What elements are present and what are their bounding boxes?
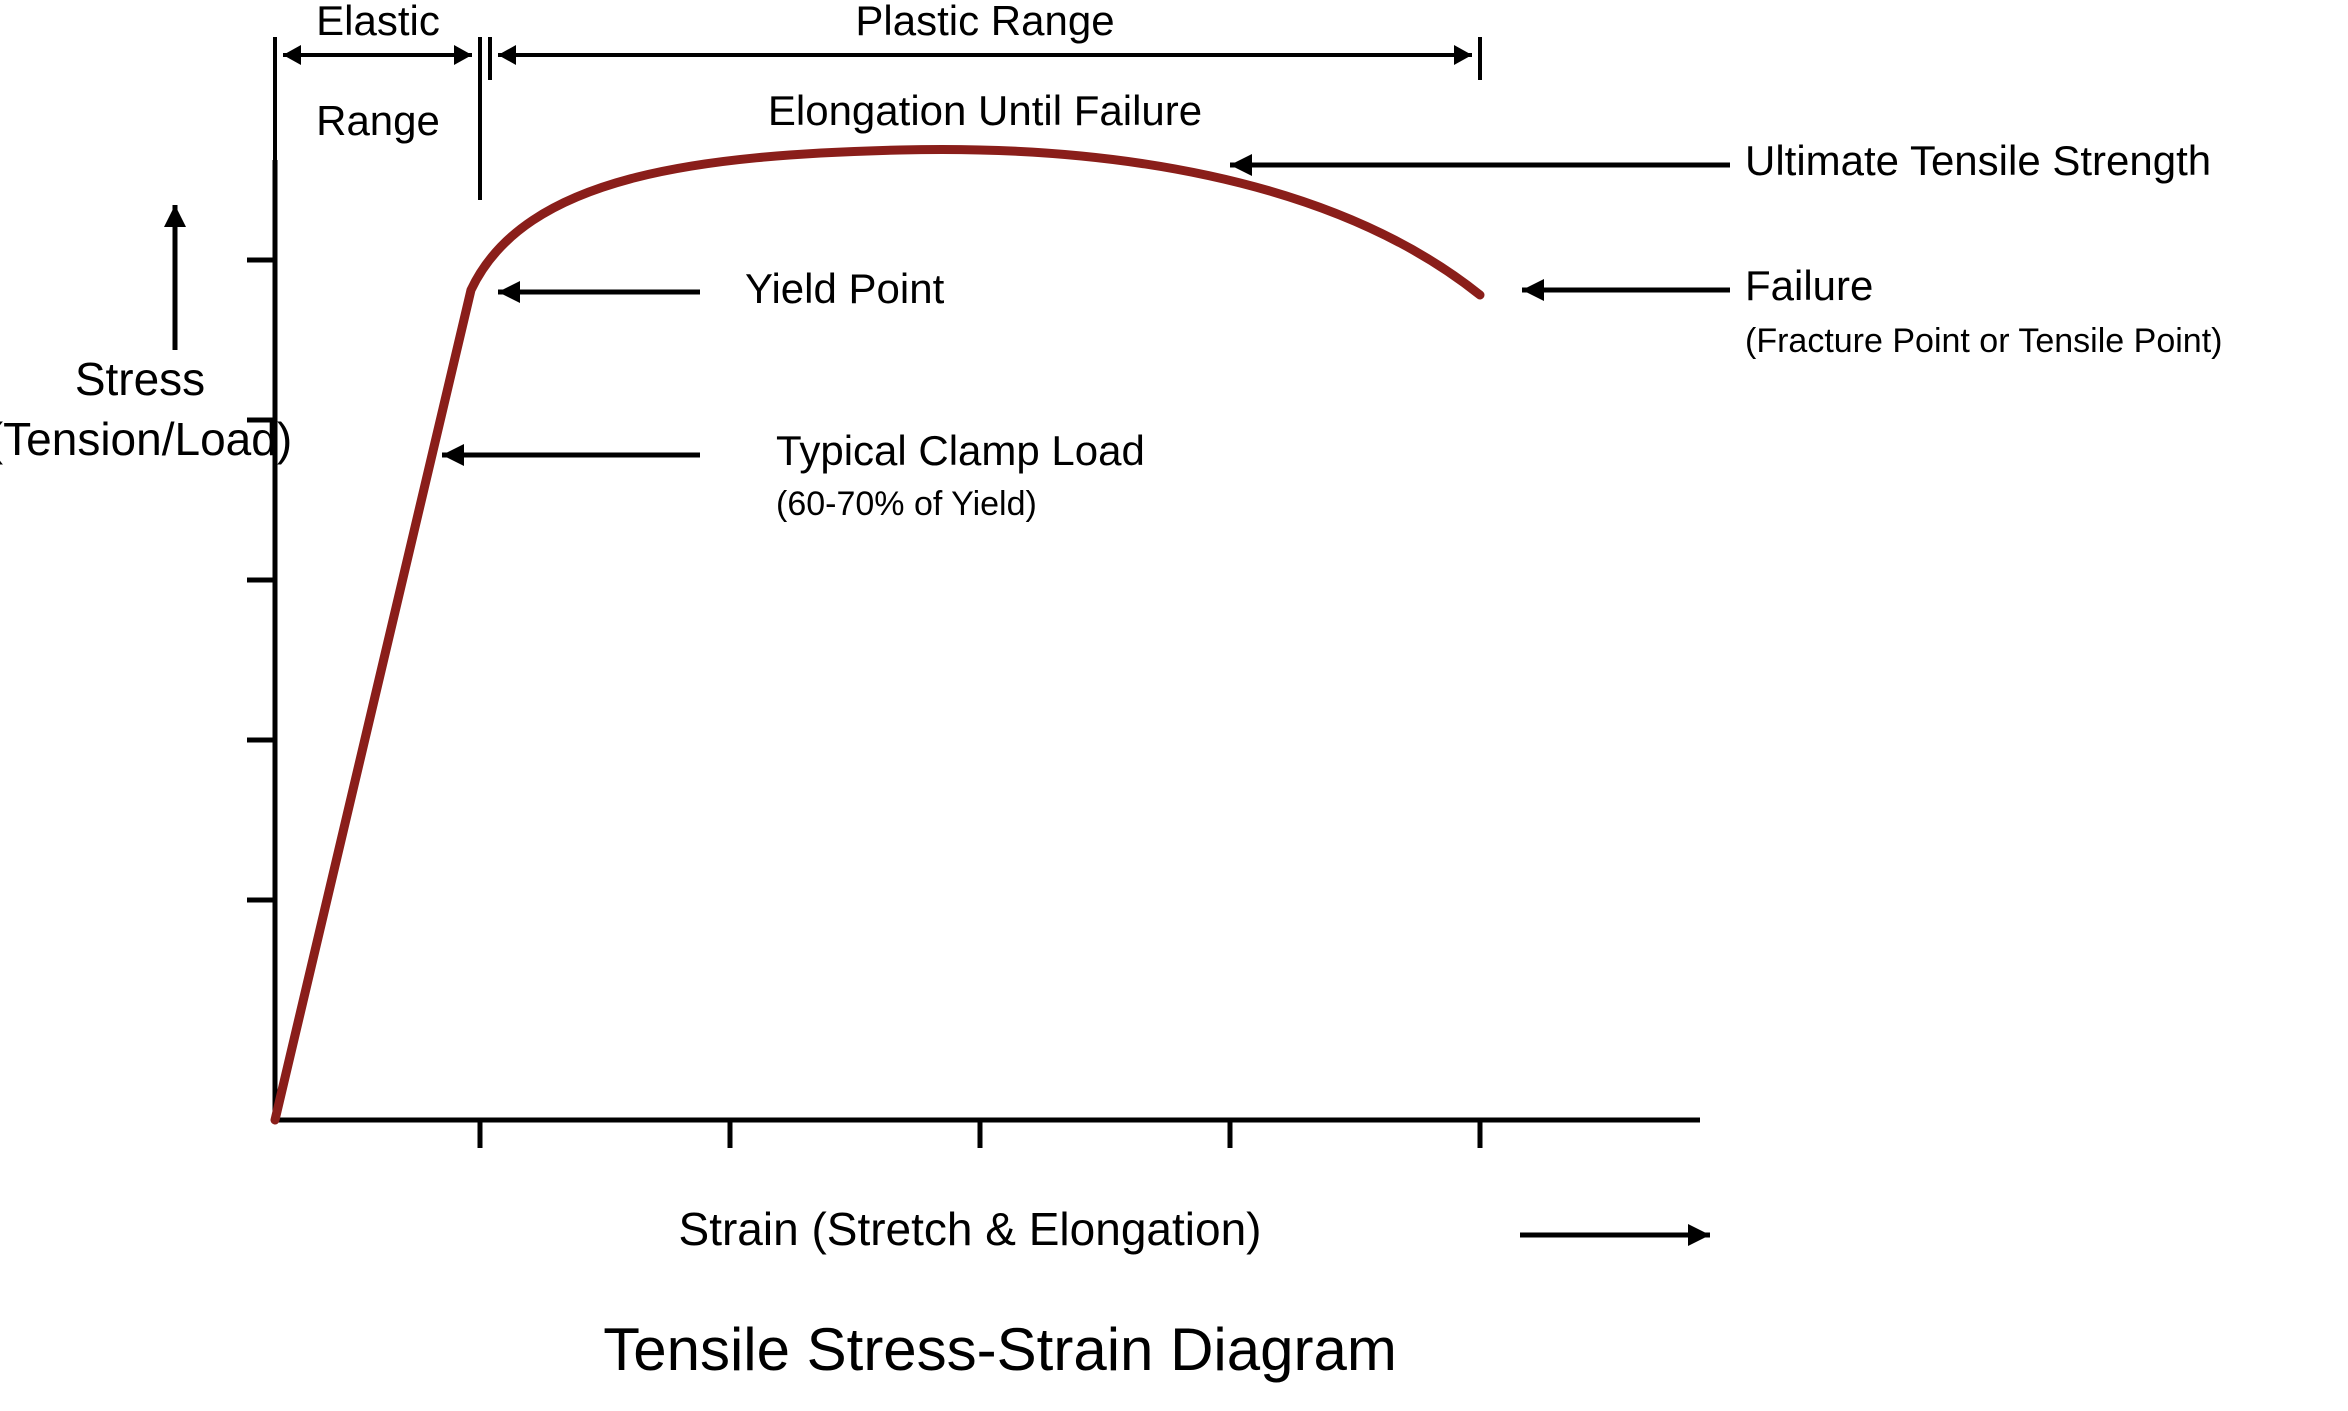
elongation-label: Elongation Until Failure [768, 87, 1202, 134]
clamp-load-label: Typical Clamp Load [776, 427, 1145, 474]
elastic-range-label-2: Range [316, 97, 440, 144]
stress-strain-diagram: Elastic Range Plastic Range Elongation Unti… [0, 0, 2348, 1411]
plastic-range-label: Plastic Range [855, 0, 1114, 44]
ultimate-strength-label: Ultimate Tensile Strength [1745, 137, 2211, 184]
yield-point-label: Yield Point [745, 265, 945, 312]
clamp-load-sublabel: (60-70% of Yield) [776, 485, 1037, 523]
y-axis-label-1: Stress [75, 353, 205, 405]
failure-sublabel: (Fracture Point or Tensile Point) [1745, 322, 2222, 360]
failure-label: Failure [1745, 262, 1873, 309]
x-axis-label: Strain (Stretch & Elongation) [679, 1203, 1262, 1255]
elastic-range-label-1: Elastic [316, 0, 440, 44]
y-axis-label-2: (Tension/Load) [0, 413, 292, 465]
diagram-title: Tensile Stress-Strain Diagram [603, 1316, 1397, 1383]
